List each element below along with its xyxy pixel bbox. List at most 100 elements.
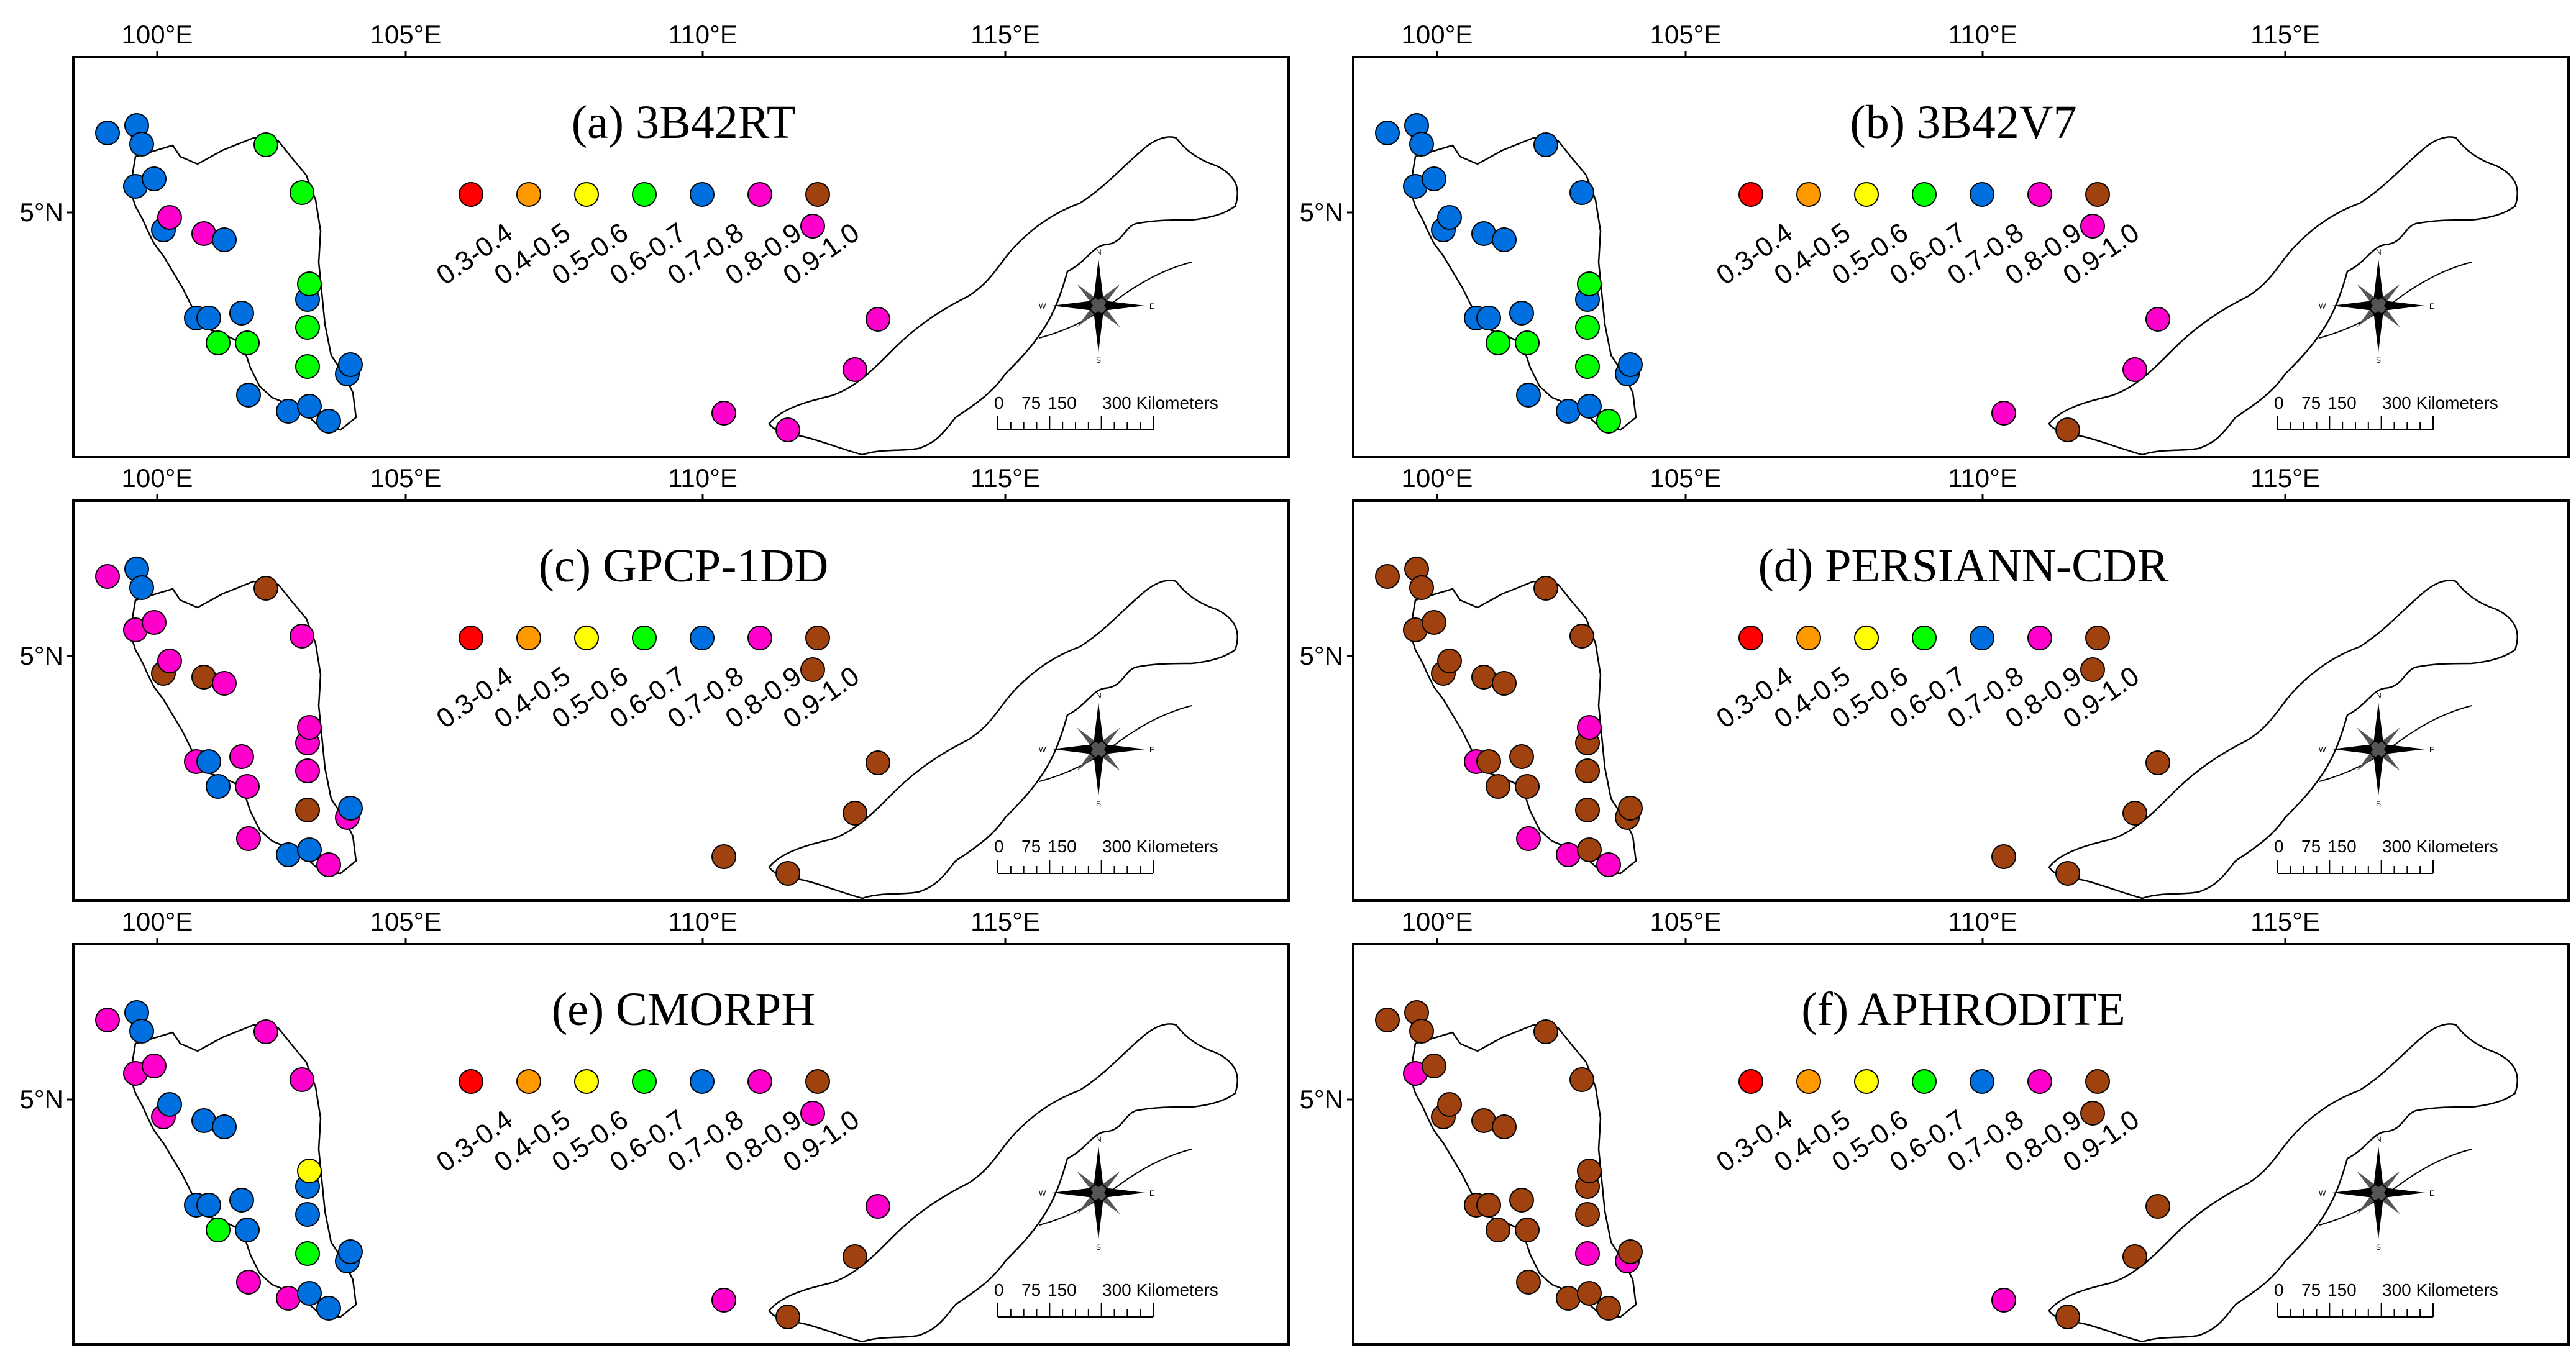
map-panel: 100°E 105°E 110°E 115°E5°N(b) 3B42V70.3-0.4… [1300, 20, 2570, 458]
station-marker [229, 744, 254, 769]
scale-label: 0 [2274, 1280, 2284, 1300]
legend-swatch [2027, 1069, 2052, 1094]
lon-tick-label: 110°E [668, 20, 738, 49]
station-marker [1991, 844, 2016, 869]
station-marker [297, 1281, 322, 1306]
station-marker [775, 417, 800, 442]
lon-tick-label: 115°E [971, 463, 1040, 493]
legend-swatch [574, 626, 599, 650]
lon-tick-label: 110°E [668, 463, 738, 493]
lon-tick-label: 110°E [1948, 20, 2017, 49]
scale-label: 0 [994, 393, 1004, 412]
station-marker [1575, 1202, 1600, 1227]
station-marker [235, 774, 260, 799]
station-marker [253, 576, 278, 601]
station-marker [1515, 774, 1540, 799]
scale-label: 0 [2274, 393, 2284, 412]
legend-swatch [690, 626, 715, 650]
scale-label: 75 [2301, 1280, 2321, 1300]
legend-swatch [2085, 182, 2110, 207]
station-marker [2080, 214, 2105, 239]
station-marker [276, 399, 301, 424]
station-marker [1515, 1218, 1540, 1242]
compass-letter-e: E [1149, 1189, 1154, 1198]
legend-swatch [2027, 182, 2052, 207]
station-marker [235, 330, 260, 355]
station-marker [1516, 383, 1541, 408]
station-marker [206, 774, 231, 799]
scale-bar: 0 75 150 300 Kilometers [994, 393, 1218, 430]
station-marker [1422, 166, 1446, 191]
compass-letter-n: N [2376, 691, 2382, 700]
station-marker [843, 1244, 867, 1269]
compass-letter-w: W [2319, 302, 2326, 311]
legend-swatch [459, 182, 483, 207]
compass-letter-s: S [1096, 356, 1101, 365]
station-marker [1492, 1114, 1517, 1139]
panel-title: (e) CMORPH [552, 983, 815, 1036]
station-marker [196, 306, 221, 330]
legend-swatch [805, 626, 830, 650]
legend-swatch [1796, 626, 1821, 650]
station-marker [276, 842, 301, 867]
station-marker [800, 214, 825, 239]
compass-letter-w: W [1039, 745, 1046, 754]
compass-letter-e: E [2429, 302, 2434, 311]
legend-swatch [805, 182, 830, 207]
legend-swatch [747, 1069, 772, 1094]
compass-rose-icon: N E S W [2319, 1135, 2434, 1252]
station-marker [1575, 315, 1600, 340]
lon-tick-label: 110°E [668, 907, 738, 936]
station-marker [2145, 1194, 2170, 1219]
compass-letter-w: W [2319, 745, 2326, 754]
station-marker [129, 1019, 154, 1044]
legend-swatch [1738, 1069, 1763, 1094]
east-malaysia-outline [768, 136, 1238, 456]
lon-tick-label: 115°E [2250, 20, 2320, 49]
station-marker [142, 610, 167, 635]
station-marker [157, 649, 182, 673]
station-marker [2080, 1101, 2105, 1126]
compass-letter-n: N [2376, 1135, 2382, 1144]
station-marker [1492, 227, 1517, 252]
scale-bar: 0 75 150 300 Kilometers [994, 837, 1218, 874]
station-marker [338, 352, 363, 377]
lon-tick-label: 100°E [1402, 20, 1473, 49]
lat-tick-label: 5°N [1300, 198, 1344, 227]
station-marker [1375, 1008, 1400, 1032]
lon-tick-label: 105°E [370, 463, 442, 493]
lon-tick-label: 105°E [1650, 463, 1722, 493]
scale-label: 300 Kilometers [2382, 1280, 2498, 1300]
station-marker [338, 1239, 363, 1264]
east-malaysia-outline [768, 1023, 1238, 1343]
legend-swatch [574, 1069, 599, 1094]
scale-label: 75 [1021, 393, 1041, 412]
legend-swatch [1854, 182, 1879, 207]
station-marker [1556, 399, 1581, 424]
legend-swatch [690, 1069, 715, 1094]
station-marker [316, 852, 341, 877]
station-marker [1577, 271, 1602, 296]
scale-label: 150 [1048, 393, 1077, 412]
lat-tick-label: 5°N [20, 641, 64, 670]
map-panel: 100°E 105°E 110°E 115°E 5°N (d) PERSIANN-CDR 0… [1300, 463, 2570, 902]
station-marker [196, 749, 221, 774]
scale-label: 75 [1021, 1280, 1041, 1300]
lon-tick-label: 100°E [122, 463, 193, 493]
compass-letter-n: N [1096, 1135, 1102, 1144]
map-panel: 100°E 105°E 110°E 115°E5°N(c) GPCP-1DD0.3-0… [20, 463, 1290, 902]
station-marker [129, 132, 154, 157]
station-marker [1569, 1067, 1594, 1092]
compass-letter-s: S [1096, 1243, 1101, 1252]
station-marker [142, 166, 167, 191]
station-marker [295, 758, 320, 783]
legend-swatch [690, 182, 715, 207]
compass-letter-w: W [2319, 1189, 2326, 1198]
legend-swatch [2027, 626, 2052, 650]
station-marker [276, 1286, 301, 1311]
compass-letter-e: E [1149, 745, 1154, 754]
lat-tick-label: 5°N [20, 1085, 64, 1114]
legend-swatch [632, 1069, 657, 1094]
lon-tick-label: 105°E [1650, 20, 1722, 49]
